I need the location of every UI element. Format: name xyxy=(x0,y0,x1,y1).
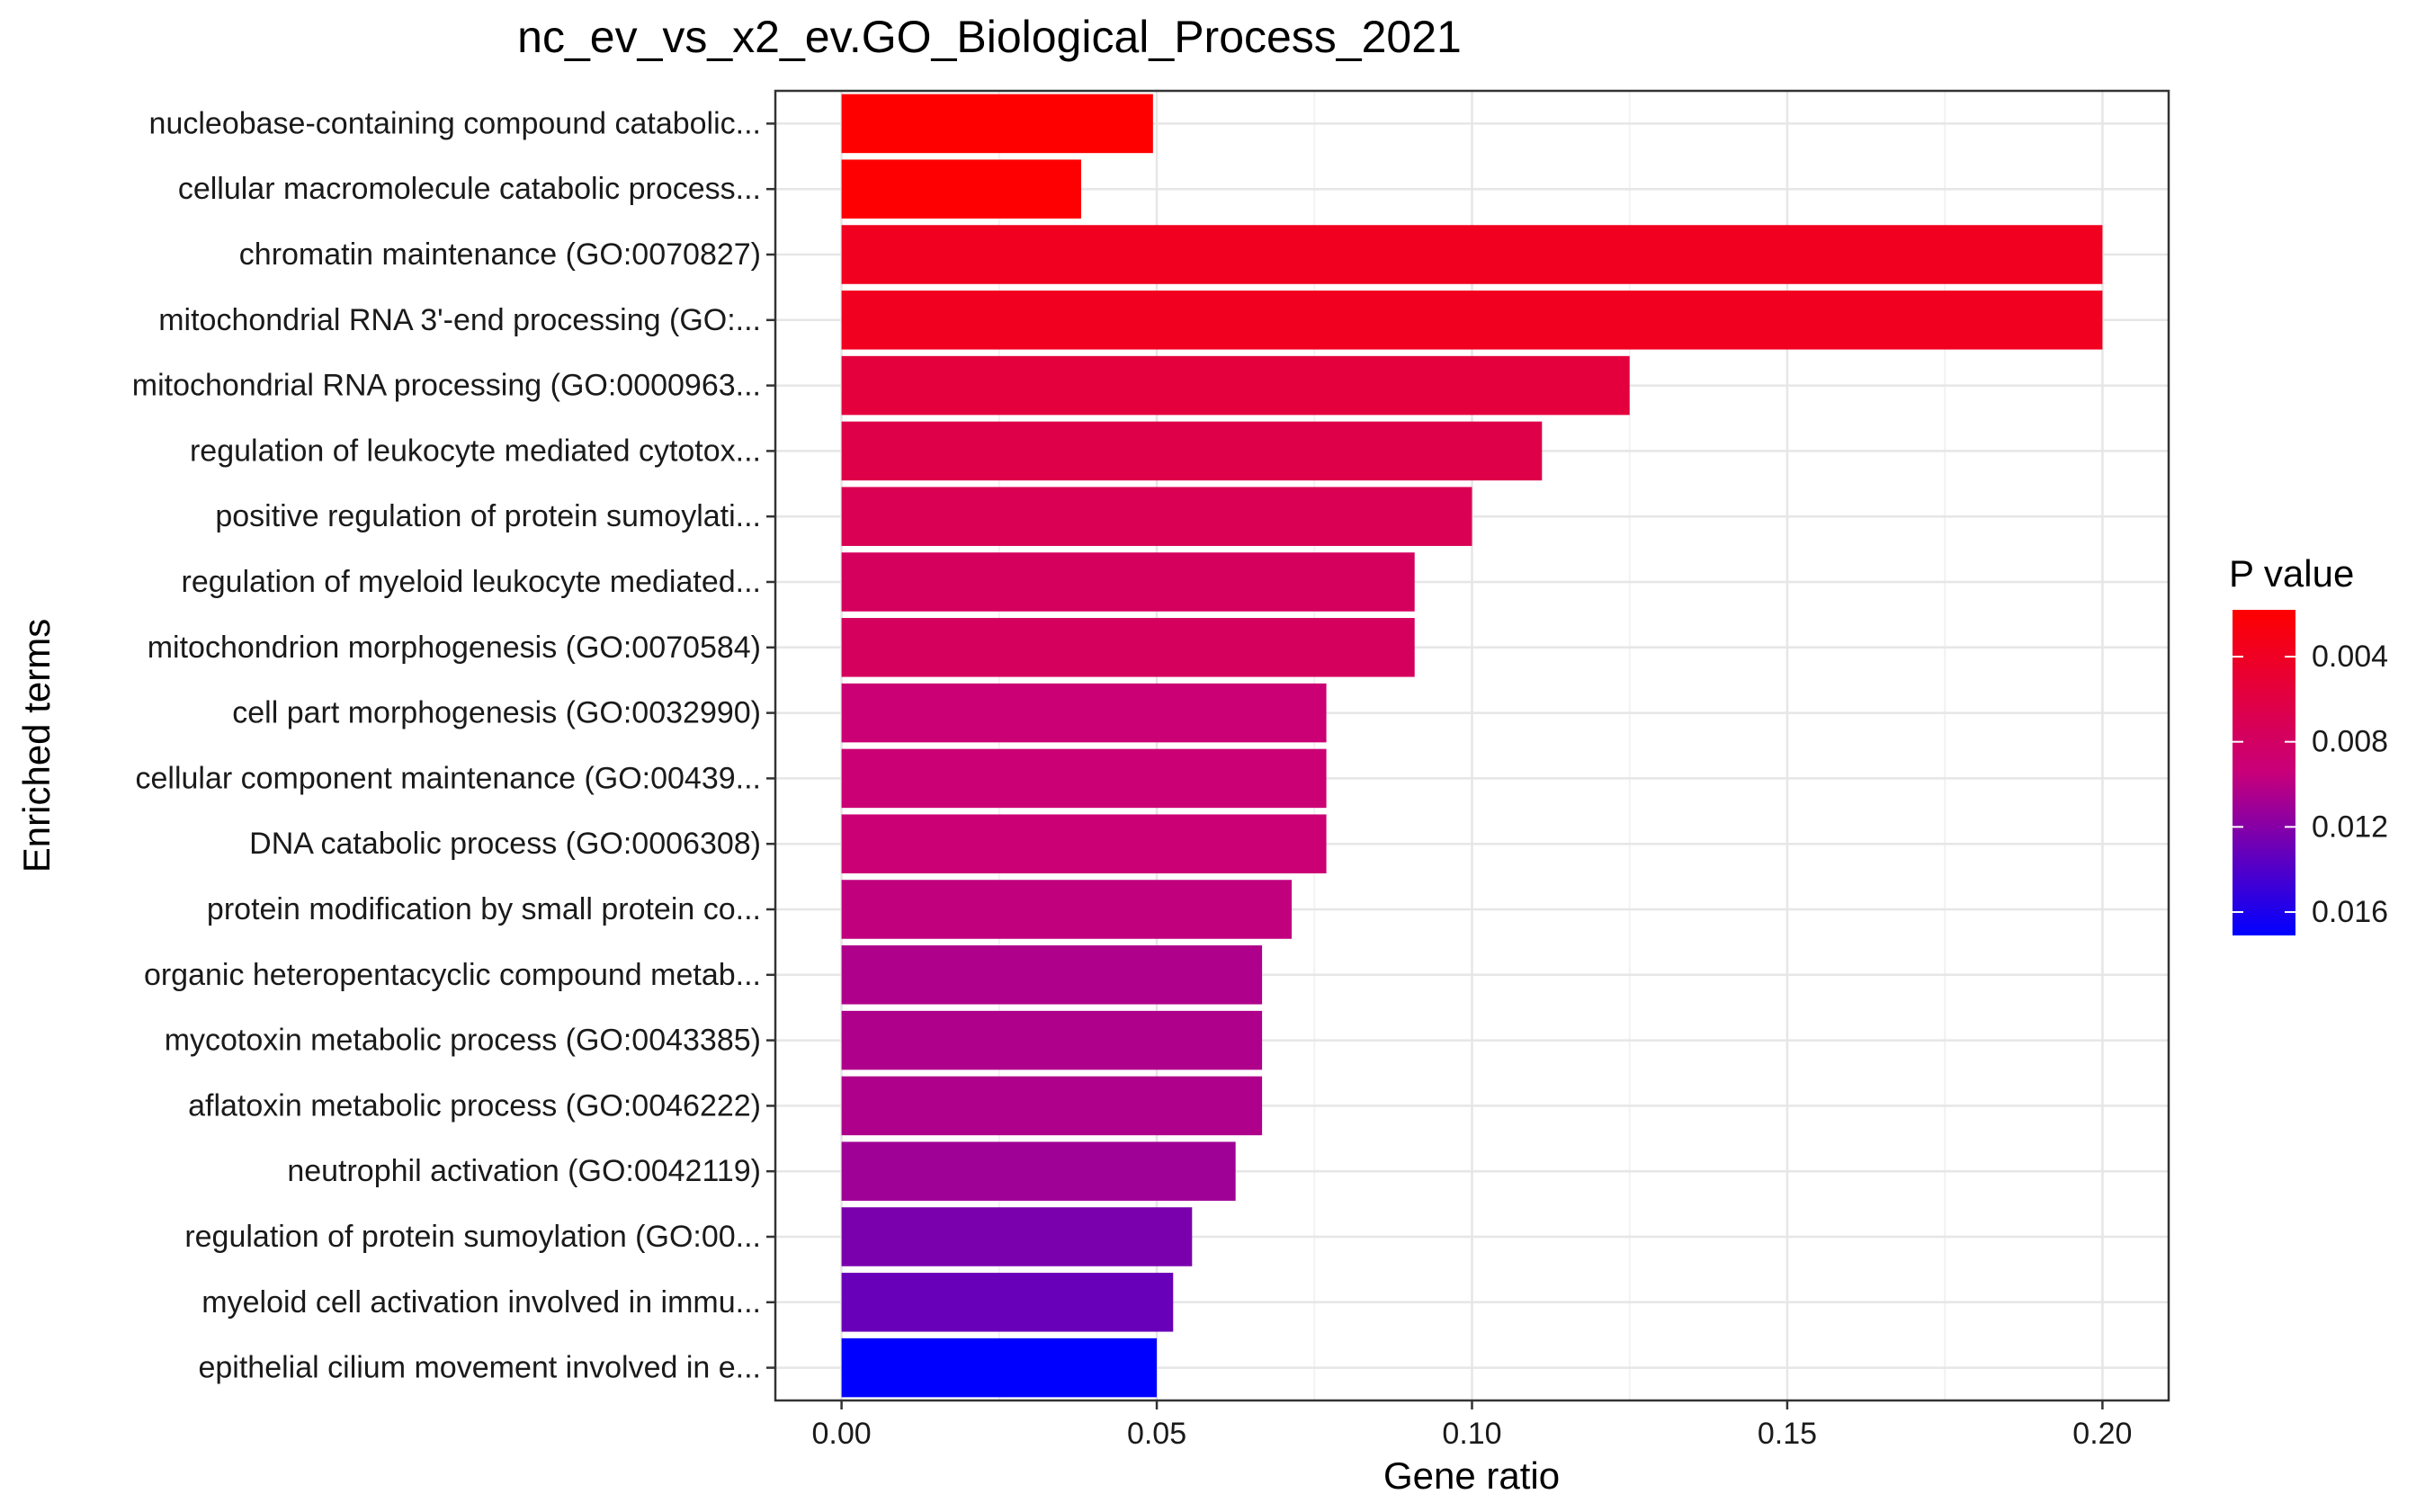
legend-title: P value xyxy=(2229,552,2354,595)
bar xyxy=(841,421,1543,481)
bar xyxy=(841,355,1630,416)
x-axis-title: Gene ratio xyxy=(1383,1454,1560,1497)
y-tick-label: protein modification by small protein co… xyxy=(207,892,761,926)
bar xyxy=(841,1273,1174,1332)
x-tick-label: 0.20 xyxy=(2072,1417,2132,1451)
bar xyxy=(841,94,1153,154)
bar xyxy=(841,1207,1193,1266)
legend-ticks: 0.004 0.008 0.012 0.016 xyxy=(2233,640,2388,929)
bar xyxy=(841,291,2103,350)
y-tick-label: cell part morphogenesis (GO:0032990) xyxy=(232,696,761,730)
y-tick-label: mitochondrial RNA processing (GO:0000963… xyxy=(132,369,761,403)
legend-tick-label: 0.016 xyxy=(2312,895,2388,929)
y-tick-label: regulation of leukocyte mediated cytotox… xyxy=(190,434,761,468)
x-axis: 0.00 0.05 0.10 0.15 0.20 xyxy=(812,1400,2132,1451)
bar xyxy=(841,880,1293,939)
bar xyxy=(841,945,1263,1005)
bar xyxy=(841,1338,1158,1398)
bars xyxy=(841,94,2103,1398)
legend-colorbar xyxy=(2233,610,2295,935)
x-tick-label: 0.10 xyxy=(1442,1417,1501,1451)
y-axis: nucleobase-containing compound catabolic… xyxy=(132,106,775,1385)
bar xyxy=(841,814,1327,873)
bar xyxy=(841,225,2103,284)
y-tick-label: myeloid cell activation involved in immu… xyxy=(201,1285,761,1320)
plot-panel xyxy=(774,89,2170,1402)
bar xyxy=(841,552,1415,612)
bar xyxy=(841,683,1327,743)
y-tick-label: regulation of myeloid leukocyte mediated… xyxy=(182,565,761,599)
x-tick-label: 0.15 xyxy=(1758,1417,1817,1451)
y-tick-label: organic heteropentacyclic compound metab… xyxy=(144,958,761,992)
y-tick-label: positive regulation of protein sumoylati… xyxy=(215,499,761,533)
y-tick-label: regulation of protein sumoylation (GO:00… xyxy=(184,1220,761,1254)
y-tick-label: DNA catabolic process (GO:0006308) xyxy=(249,827,761,861)
bar xyxy=(841,1076,1263,1136)
y-tick-label: epithelial cilium movement involved in e… xyxy=(198,1351,761,1385)
legend: P value 0.004 0.008 0.012 0.016 xyxy=(2229,552,2388,935)
y-tick-label: nucleobase-containing compound catabolic… xyxy=(149,106,761,140)
y-tick-label: mitochondrial RNA 3'-end processing (GO:… xyxy=(158,303,761,337)
y-tick-label: mycotoxin metabolic process (GO:0043385) xyxy=(165,1024,761,1058)
x-tick-label: 0.05 xyxy=(1127,1417,1186,1451)
y-tick-label: aflatoxin metabolic process (GO:0046222) xyxy=(188,1088,761,1123)
y-tick-label: cellular macromolecule catabolic process… xyxy=(178,172,761,206)
y-tick-label: neutrophil activation (GO:0042119) xyxy=(287,1154,761,1188)
y-tick-label: mitochondrion morphogenesis (GO:0070584) xyxy=(148,631,761,665)
y-tick-label: cellular component maintenance (GO:00439… xyxy=(135,761,761,795)
bar xyxy=(841,1141,1236,1201)
x-tick-label: 0.00 xyxy=(812,1417,872,1451)
y-axis-title: Enriched terms xyxy=(15,619,58,872)
legend-tick-label: 0.004 xyxy=(2312,640,2388,674)
legend-tick-label: 0.008 xyxy=(2312,725,2388,759)
bar xyxy=(841,487,1472,546)
bar xyxy=(841,1010,1263,1070)
bar xyxy=(841,748,1327,809)
chart-title: nc_ev_vs_x2_ev.GO_Biological_Process_202… xyxy=(517,12,1462,62)
legend-tick-label: 0.012 xyxy=(2312,810,2388,844)
bar xyxy=(841,618,1415,677)
y-tick-label: chromatin maintenance (GO:0070827) xyxy=(239,237,761,272)
bar xyxy=(841,159,1081,219)
